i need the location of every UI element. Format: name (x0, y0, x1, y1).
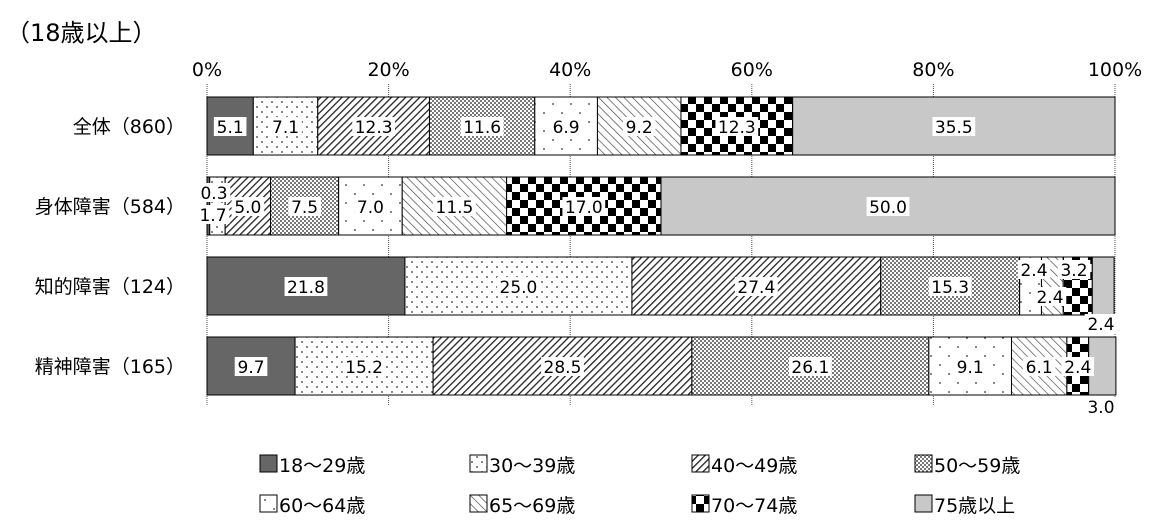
data-label: 3.2 (1060, 261, 1087, 281)
data-label-bg (928, 277, 972, 296)
legend-label: 65〜69歳 (489, 495, 575, 517)
legend-label: 50〜59歳 (934, 455, 1020, 477)
data-label: 9.2 (626, 118, 653, 138)
data-label: 50.0 (869, 198, 907, 218)
x-tick-label: 0% (192, 59, 222, 81)
legend-label: 30〜39歳 (489, 455, 575, 477)
data-label-bg (715, 117, 759, 136)
data-label: 15.3 (931, 278, 969, 298)
data-label: 17.0 (565, 198, 603, 218)
legend-swatch (469, 494, 488, 513)
category-labels: 全体（860） 身体障害（584） 知的障害（124） 精神障害（165） (35, 116, 185, 378)
data-label: 2.4 (1087, 315, 1114, 335)
legend-swatch (691, 494, 710, 513)
data-label-bg (622, 117, 656, 136)
data-label-bg (1022, 357, 1056, 376)
data-label: 12.3 (718, 118, 756, 138)
data-label-bg (342, 357, 386, 376)
data-label: 2.4 (1064, 358, 1091, 378)
x-tick-label: 60% (731, 59, 773, 81)
data-label-bg (497, 277, 540, 296)
data-label: 26.1 (791, 358, 829, 378)
legend-label: 60〜64歳 (279, 495, 365, 517)
category-label: 身体障害（584） (35, 196, 185, 218)
bar-segment (1091, 256, 1115, 316)
data-label: 5.1 (217, 118, 244, 138)
bars (206, 96, 1117, 396)
data-label-bg (866, 197, 910, 216)
data-label-bg (231, 197, 265, 216)
legend-label: 18〜29歳 (279, 455, 365, 477)
legend-swatch (914, 454, 933, 473)
data-label: 6.1 (1026, 358, 1053, 378)
legend-label: 75歳以上 (934, 495, 1015, 517)
data-label: 9.1 (957, 358, 984, 378)
data-label-bg (1061, 357, 1095, 376)
data-label-bg (562, 197, 606, 216)
legend: 18〜29歳 30〜39歳 40〜49歳 50〜59歳 60〜64歳 65〜69歳 70〜7… (259, 454, 1020, 517)
data-label-bg (1084, 397, 1118, 416)
data-label-bg (953, 357, 987, 376)
data-label-bg (284, 277, 328, 296)
chart-title: （18歳以上） (6, 19, 157, 47)
data-label: 9.7 (238, 358, 265, 378)
data-label-bg (932, 117, 976, 136)
data-label: 7.5 (291, 198, 318, 218)
data-label-bg (541, 357, 584, 376)
data-label-bg (1057, 260, 1091, 279)
data-label: 6.9 (553, 118, 580, 138)
data-label: 2.4 (1036, 288, 1063, 308)
data-label: 15.2 (345, 358, 383, 378)
data-label: 1.7 (199, 206, 226, 226)
data-label-bg (734, 277, 778, 296)
data-label-bg (352, 117, 396, 136)
legend-swatch (259, 454, 278, 473)
data-label: 11.6 (463, 118, 501, 138)
data-labels: 5.1 7.1 12.3 11.6 6.9 9.2 12.3 35.5 0.31.7 5.0 7.5… (196, 117, 1118, 418)
data-label: 11.5 (436, 198, 474, 218)
data-label: 27.4 (737, 278, 775, 298)
data-label: 2.4 (1020, 261, 1047, 281)
data-label-bg (1017, 260, 1051, 279)
data-label: 7.1 (272, 118, 299, 138)
category-label: 知的障害（124） (35, 276, 185, 298)
category-label: 精神障害（165） (35, 356, 185, 378)
data-label-bg (549, 117, 583, 136)
legend-swatch (259, 494, 278, 513)
data-label-bg (234, 357, 268, 376)
data-label: 3.0 (1087, 398, 1114, 418)
data-label-bg (1033, 287, 1067, 306)
data-label-bg (196, 205, 230, 224)
legend-swatch (691, 454, 710, 473)
data-label: 5.0 (234, 198, 261, 218)
data-label: 7.0 (357, 198, 384, 218)
data-label-bg (1084, 314, 1118, 333)
legend-swatch (914, 494, 933, 513)
data-label-bg (213, 117, 247, 136)
data-label: 12.3 (355, 118, 393, 138)
data-label-bg (354, 197, 387, 216)
category-label: 全体（860） (73, 116, 185, 138)
x-tick-label: 40% (549, 59, 591, 81)
x-tick-label: 20% (367, 59, 409, 81)
data-label-bg (788, 357, 832, 376)
data-label: 28.5 (544, 358, 582, 378)
data-label: 35.5 (935, 118, 973, 138)
data-label-bg (288, 197, 321, 216)
data-label-bg (269, 117, 302, 136)
data-label: 25.0 (500, 278, 538, 298)
legend-label: 40〜49歳 (711, 455, 797, 477)
x-tick-label: 100% (1088, 59, 1142, 81)
legend-swatch (469, 454, 488, 473)
data-label: 0.3 (200, 184, 227, 204)
legend-label: 70〜74歳 (711, 495, 797, 517)
x-tick-label: 80% (912, 59, 954, 81)
data-label: 21.8 (287, 278, 325, 298)
data-label-bg (460, 117, 504, 136)
data-label-bg (197, 183, 231, 202)
data-label-bg (433, 197, 476, 216)
